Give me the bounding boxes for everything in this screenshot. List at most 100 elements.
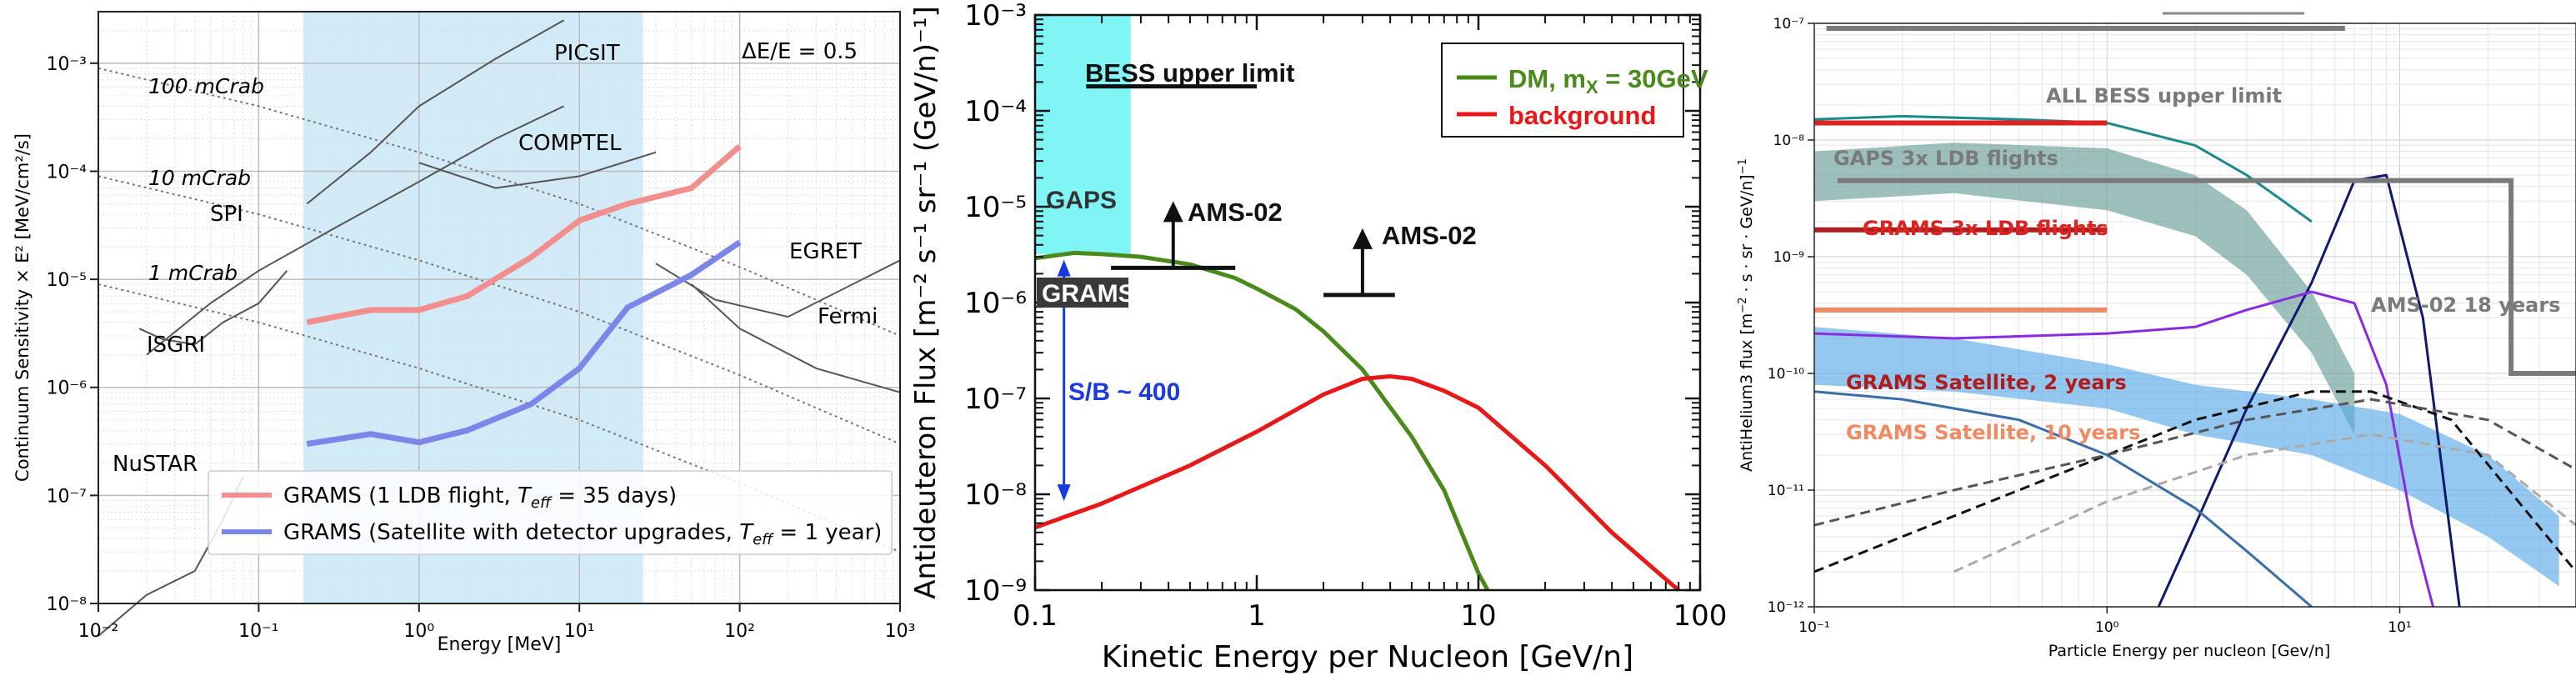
continuum-sensitivity-chart: 10⁻² 10⁻¹ 10⁰ 10¹ 10² 10³ 10⁻⁸ 10⁻⁷ 10⁻⁶ 10⁻⁵ 10⁻⁴… bbox=[13, 11, 915, 655]
label-10mcrab: 10 mCrab bbox=[148, 166, 251, 190]
instrument-line-spi bbox=[146, 105, 565, 356]
limit-arrow-head-1 bbox=[1163, 201, 1183, 223]
legend-label-ldb: GRAMS (1 LDB flight, Teff = 35 days) bbox=[283, 483, 677, 512]
series-line-0 bbox=[306, 143, 742, 326]
dm-curve bbox=[1034, 250, 1490, 592]
instrument-line-egret bbox=[655, 259, 901, 318]
p3-limits bbox=[1814, 26, 2576, 376]
p1-instrument-lines bbox=[98, 19, 901, 637]
x-tick-label: 10¹ bbox=[2388, 619, 2411, 636]
series-line-1 bbox=[306, 239, 742, 447]
p3-y-title-sup1: −2 bbox=[1737, 298, 1749, 313]
y-tick-label: 10⁻⁹ bbox=[964, 574, 1027, 608]
p1-legend: GRAMS (1 LDB flight, Teff = 35 days) GRA… bbox=[208, 470, 893, 555]
label-comptel: COMPTEL bbox=[518, 131, 622, 156]
instrument-line-comptel bbox=[418, 151, 657, 189]
instrument-line-picsit bbox=[306, 19, 565, 205]
background-curve bbox=[1034, 374, 1680, 592]
instrument-line-fermi bbox=[691, 283, 901, 393]
label-spi: SPI bbox=[210, 202, 243, 227]
navy-curve bbox=[2157, 173, 2461, 608]
x-tick-label: 10² bbox=[724, 621, 755, 642]
black-dashed bbox=[1813, 390, 2576, 573]
y-tick-label: 10⁻³ bbox=[964, 0, 1027, 33]
grams-ldb-label: GRAMS 3x LDB flights bbox=[1863, 217, 2108, 240]
gaps-ldb-label: GAPS 3x LDB flights bbox=[1833, 147, 2058, 170]
x-tick-label: 10³ bbox=[885, 621, 916, 642]
ams02-18y-label: AMS-02 18 years bbox=[2371, 293, 2560, 317]
y-tick-label: 10⁻¹¹ bbox=[1768, 483, 1804, 499]
teal-curve bbox=[1813, 114, 2313, 223]
x-tick-label: 0.1 bbox=[1013, 599, 1058, 633]
x-tick-label: 10⁻² bbox=[78, 621, 118, 642]
p1-plot-frame bbox=[98, 11, 901, 604]
p1-y-axis-title: Continuum Sensitivity × E² [MeV/cm²/s] bbox=[13, 133, 33, 482]
sb-arrow-head-bottom bbox=[1057, 484, 1071, 502]
p2-series-lines bbox=[1034, 250, 1680, 592]
label-100mcrab: 100 mCrab bbox=[148, 74, 264, 98]
label-isgri: ISGRI bbox=[147, 333, 205, 358]
x-tick-label: 10⁰ bbox=[2095, 619, 2119, 636]
p3-plot-border bbox=[1813, 23, 2576, 608]
y-tick-label: 10⁻⁷ bbox=[1773, 16, 1805, 33]
label-egret: EGRET bbox=[789, 239, 862, 264]
y-tick-label: 10⁻⁸ bbox=[964, 478, 1027, 512]
legend-label-satellite: GRAMS (Satellite with detector upgrades,… bbox=[283, 520, 882, 548]
ams02-label-2: AMS-02 bbox=[1382, 221, 1477, 250]
x-tick-label: 10 bbox=[1460, 599, 1496, 633]
y-tick-label: 10⁻⁵ bbox=[47, 270, 87, 291]
gaps-band bbox=[1035, 15, 1131, 254]
p2-ticks: 0.1 1 10 100 10⁻⁹ 10⁻⁸ 10⁻⁷ 10⁻⁶ 10⁻⁵ 10⁻⁴ 10⁻³ bbox=[964, 0, 1727, 633]
label-picsit: PICsIT bbox=[554, 41, 620, 66]
delta-e-annotation: ΔE/E = 0.5 bbox=[742, 39, 858, 64]
ams02-step-line bbox=[1837, 178, 2576, 376]
y-tick-label: 10⁻⁶ bbox=[47, 378, 88, 399]
label-nustar: NuSTAR bbox=[113, 452, 198, 477]
p2-y-axis-title: Antideuteron Flux [m⁻² s⁻¹ sr⁻¹ (GeV/n)⁻… bbox=[909, 6, 943, 599]
grams-label-box bbox=[1037, 278, 1128, 308]
p3-y-title-lead: AntiHelium3 flux bbox=[1738, 335, 1756, 472]
antideuteron-flux-chart: 0.1 1 10 100 10⁻⁹ 10⁻⁸ 10⁻⁷ 10⁻⁶ 10⁻⁵ 10⁻⁴ 10⁻³ GA… bbox=[909, 0, 1727, 674]
p3-y-title-open: [m bbox=[1738, 313, 1756, 335]
crab-line-1 bbox=[98, 175, 901, 445]
p1-series-lines bbox=[306, 143, 742, 447]
p1-x-axis-title: Energy [MeV] bbox=[438, 634, 562, 655]
bess-limit-label: BESS upper limit bbox=[1085, 58, 1294, 88]
y-tick-label: 10⁻⁵ bbox=[964, 191, 1027, 224]
purple-curve bbox=[1813, 290, 2434, 608]
legend-label-background: background bbox=[1508, 101, 1656, 130]
grams-sat10-label: GRAMS Satellite, 10 years bbox=[1846, 421, 2140, 444]
y-tick-label: 10⁻¹² bbox=[1768, 599, 1804, 616]
sb-arrow-head-top bbox=[1057, 259, 1071, 277]
y-tick-label: 10⁻⁷ bbox=[47, 486, 87, 507]
p1-ticks: 10⁻² 10⁻¹ 10⁰ 10¹ 10² 10³ 10⁻⁸ 10⁻⁷ 10⁻⁶ 10⁻⁵ 10⁻⁴… bbox=[47, 54, 916, 642]
gaps-label: GAPS bbox=[1046, 187, 1117, 214]
p3-bands bbox=[1814, 143, 2559, 587]
x-tick-label: 100 bbox=[1673, 599, 1728, 633]
teal-band bbox=[1814, 143, 2355, 435]
x-tick-label: 1 bbox=[1248, 599, 1266, 633]
x-tick-label: 10⁰ bbox=[403, 621, 434, 642]
p1-legend-box bbox=[208, 470, 893, 555]
y-tick-label: 10⁻¹⁰ bbox=[1768, 366, 1804, 383]
label-fermi: Fermi bbox=[818, 304, 878, 329]
p2-limits bbox=[1057, 84, 1395, 502]
label-1mcrab: 1 mCrab bbox=[148, 261, 238, 285]
all-bess-label: ALL BESS upper limit bbox=[2046, 84, 2282, 108]
lightgray-dashed bbox=[1953, 433, 2576, 573]
darkgray-dashed bbox=[1813, 398, 2576, 527]
y-tick-label: 10⁻⁶ bbox=[964, 287, 1027, 320]
y-tick-label: 10⁻⁴ bbox=[47, 162, 88, 183]
p3-y-title-mid: · s · sr · GeV/n] bbox=[1738, 174, 1756, 297]
y-tick-label: 10⁻⁷ bbox=[964, 383, 1027, 416]
grams-label: GRAMS bbox=[1042, 280, 1135, 308]
sb-ratio-label: S/B ~ 400 bbox=[1068, 378, 1180, 406]
limit-arrow-head-2 bbox=[1352, 228, 1373, 249]
blue-band bbox=[1814, 327, 2559, 587]
x-tick-label: 10⁻¹ bbox=[1798, 619, 1829, 636]
ams02-label-1: AMS-02 bbox=[1188, 198, 1283, 227]
antihelium3-flux-chart: 10⁻¹ 10⁰ 10¹ 10⁻¹² 10⁻¹¹ 10⁻¹⁰ 10⁻⁹ 10⁻⁸ 10⁻⁷ AL… bbox=[1737, 12, 2576, 660]
y-tick-label: 10⁻⁸ bbox=[1773, 133, 1805, 149]
p3-x-axis-title: Particle Energy per nucleon [Gev/n] bbox=[2048, 642, 2331, 660]
y-tick-label: 10⁻³ bbox=[47, 54, 87, 75]
